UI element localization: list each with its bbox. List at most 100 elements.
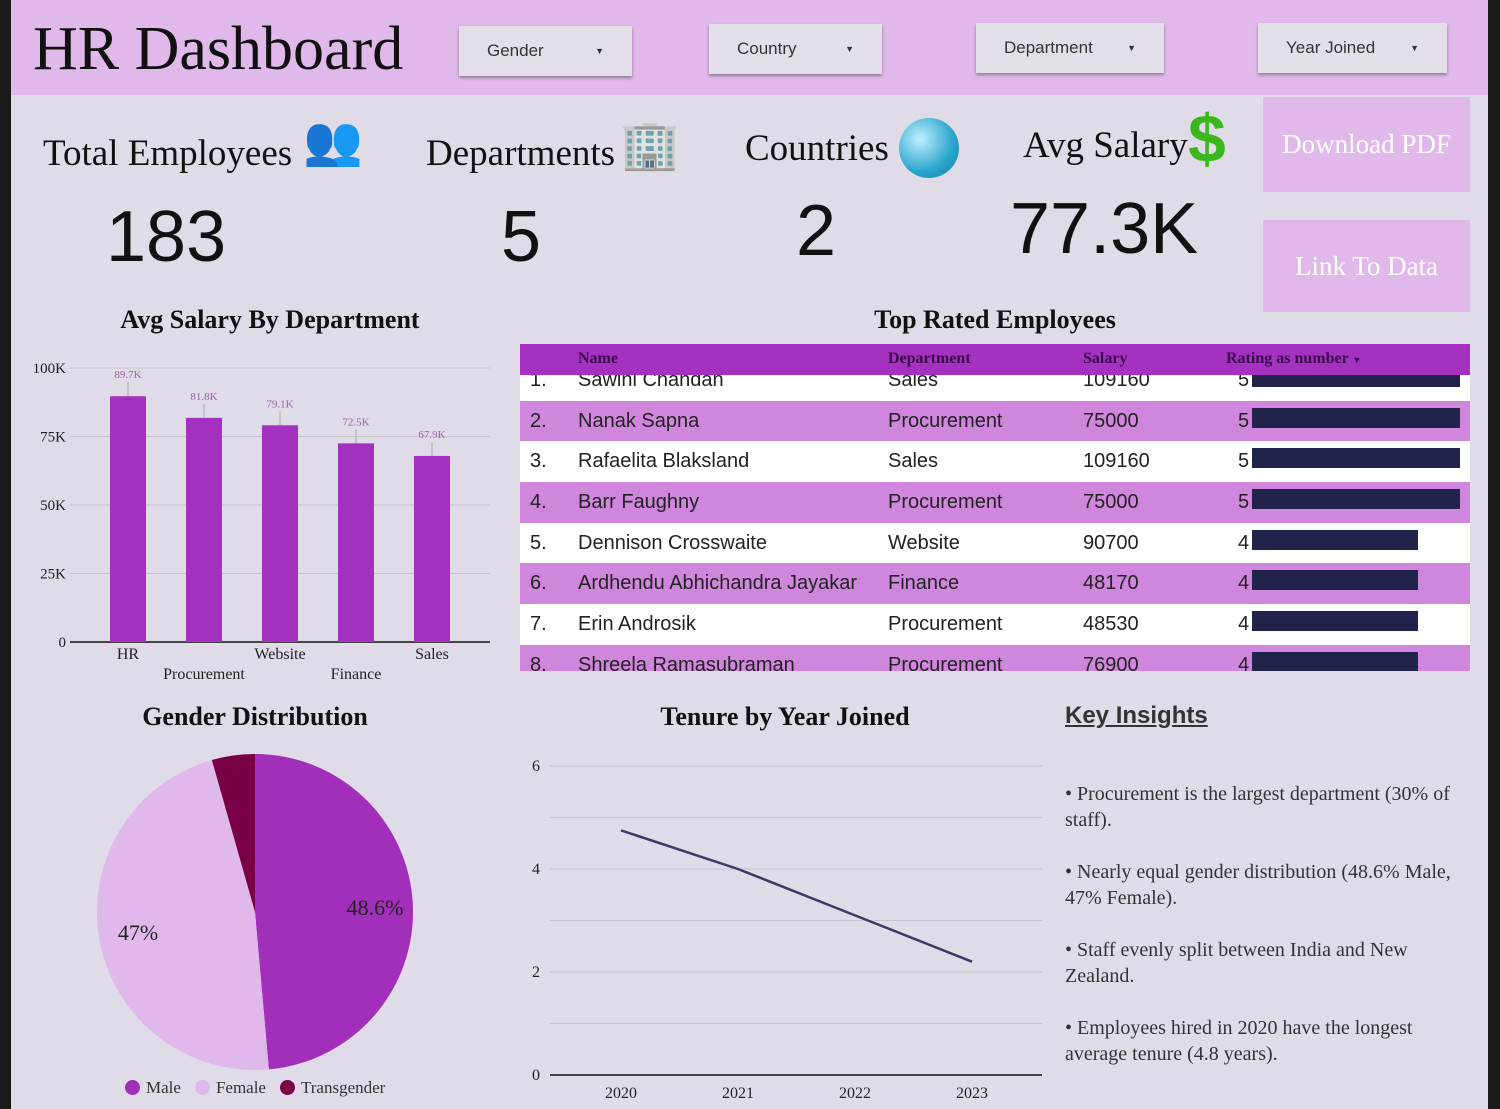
- employee-salary: 90700: [1083, 531, 1139, 554]
- y-tick-label: 2: [532, 964, 540, 981]
- y-tick-label: 6: [532, 758, 540, 775]
- column-header-name[interactable]: Name: [578, 350, 618, 367]
- bar: [110, 396, 146, 642]
- data-label: 81.8K: [190, 391, 217, 403]
- country-filter[interactable]: Country ▼: [709, 24, 882, 74]
- row-index: 3.: [530, 450, 547, 473]
- filter-label: Gender: [487, 41, 544, 60]
- row-index: 7.: [530, 613, 547, 636]
- employee-name: Erin Androsik: [578, 613, 696, 636]
- dropdown-arrow-icon: ▼: [595, 46, 604, 56]
- employee-salary: 75000: [1083, 409, 1139, 432]
- rating-bar: [1252, 489, 1460, 510]
- x-tick-label: 2023: [956, 1085, 988, 1102]
- legend-label: Female: [215, 1078, 266, 1097]
- legend-item-female[interactable]: Female: [194, 1078, 266, 1098]
- building-icon: 🏢: [620, 119, 680, 172]
- dollar-icon: $: [1188, 101, 1226, 177]
- table-row[interactable]: 8. Shreela Ramasubraman Procurement 7690…: [520, 644, 1470, 671]
- kpi-label-departments: Departments: [426, 133, 616, 174]
- y-tick-label: 100K: [33, 361, 67, 377]
- table-row[interactable]: 7. Erin Androsik Procurement 48530 4: [520, 604, 1470, 645]
- kpi-label-avg-salary: Avg Salary: [1023, 125, 1188, 166]
- rating-bar: [1252, 529, 1419, 550]
- row-index: 2.: [530, 409, 547, 432]
- y-tick-label: 25K: [40, 567, 66, 583]
- employee-salary: 75000: [1083, 491, 1139, 514]
- legend-item-male[interactable]: Male: [125, 1078, 181, 1098]
- gender-pie-chart: 48.6% 47%: [97, 754, 414, 1070]
- employee-department: Procurement: [888, 409, 1003, 432]
- table-row[interactable]: 2. Nanak Sapna Procurement 75000 5: [520, 400, 1470, 442]
- column-header-salary[interactable]: Salary: [1083, 350, 1128, 367]
- gender-filter[interactable]: Gender ▼: [459, 26, 632, 76]
- legend-label: Transgender: [300, 1078, 386, 1097]
- data-label: 89.7K: [114, 369, 141, 381]
- x-tick-label: 2021: [722, 1085, 754, 1102]
- rating-bar: [1252, 448, 1460, 469]
- y-tick-label: 50K: [40, 498, 66, 514]
- employee-salary: 109160: [1083, 450, 1150, 473]
- insight-item: • Nearly equal gender distribution (48.6…: [1065, 861, 1451, 909]
- table-row[interactable]: 5. Dennison Crosswaite Website 90700 4: [520, 522, 1470, 564]
- link-to-data-button[interactable]: Link To Data: [1263, 220, 1470, 312]
- column-header-rating-label: Rating as number: [1226, 350, 1349, 367]
- legend-swatch: [194, 1080, 210, 1095]
- pie-chart-title: Gender Distribution: [142, 702, 368, 731]
- employee-department: Procurement: [888, 491, 1003, 514]
- employee-name: Barr Faughny: [578, 491, 700, 514]
- bar: [186, 417, 222, 642]
- filter-label: Country: [737, 39, 797, 58]
- kpi-label-countries: Countries: [745, 128, 889, 169]
- y-tick-label: 0: [59, 635, 67, 651]
- column-header-rating[interactable]: Rating as number ▼: [1226, 350, 1361, 368]
- kpi-value-avg-salary: 77.3K: [1010, 189, 1199, 269]
- row-index: 6.: [530, 572, 547, 595]
- x-tick-label: 2020: [605, 1085, 637, 1102]
- slice-label: 47%: [118, 920, 158, 945]
- y-tick-label: 4: [532, 861, 540, 878]
- department-filter[interactable]: Department ▼: [976, 23, 1164, 73]
- table-row[interactable]: 4. Barr Faughny Procurement 75000 5: [520, 482, 1470, 523]
- tenure-line-chart: 0 2 4 6 2020 2021 2022 2023: [532, 758, 1042, 1102]
- employee-name: Nanak Sapna: [578, 409, 700, 432]
- employee-name: Ardhendu Abhichandra Jayakar: [578, 572, 858, 595]
- data-label: 72.5K: [342, 416, 369, 428]
- key-insights: Key Insights • Procurement is the larges…: [1065, 703, 1465, 1093]
- employee-salary: 48170: [1083, 572, 1139, 595]
- legend-swatch: [279, 1080, 295, 1095]
- dropdown-arrow-icon: ▼: [845, 44, 854, 54]
- employee-department: Procurement: [888, 653, 1003, 671]
- kpi-value-departments: 5: [501, 197, 542, 277]
- rating-bar: [1252, 570, 1419, 591]
- employee-rating: 4: [1238, 613, 1250, 636]
- kpi-value-total-employees: 183: [106, 197, 227, 277]
- table-row[interactable]: 3. Rafaelita Blaksland Sales 109160 5: [520, 441, 1470, 483]
- pie-slice-male: [255, 754, 414, 1070]
- y-tick-label: 0: [532, 1067, 540, 1084]
- employee-rating: 4: [1238, 572, 1250, 595]
- download-pdf-button[interactable]: Download PDF: [1263, 97, 1470, 192]
- row-index: 5.: [530, 531, 547, 554]
- employee-rating: 5: [1238, 369, 1250, 391]
- column-header-department[interactable]: Department: [888, 350, 971, 367]
- filter-label: Year Joined: [1286, 38, 1376, 57]
- kpi-value-countries: 2: [796, 191, 837, 271]
- employee-rating: 4: [1238, 531, 1250, 554]
- page-title: HR Dashboard: [33, 15, 404, 83]
- table-row[interactable]: 6. Ardhendu Abhichandra Jayakar Finance …: [520, 563, 1470, 605]
- x-tick-label: Procurement: [163, 666, 245, 683]
- globe-icon: [899, 118, 959, 178]
- table-body: 1. Sawini Chandan Sales 109160 5 2. Nana…: [520, 360, 1470, 671]
- legend-item-transgender[interactable]: Transgender: [279, 1078, 386, 1098]
- year-joined-filter[interactable]: Year Joined ▼: [1258, 23, 1447, 73]
- bar: [262, 425, 298, 642]
- employee-rating: 5: [1238, 409, 1250, 432]
- employee-rating: 4: [1238, 653, 1250, 671]
- bar: [338, 443, 374, 642]
- sort-desc-icon: ▼: [1352, 355, 1362, 365]
- line-chart-title: Tenure by Year Joined: [660, 702, 910, 731]
- legend-swatch: [125, 1080, 140, 1095]
- employee-rating: 5: [1238, 491, 1250, 514]
- row-index: 4.: [530, 491, 547, 514]
